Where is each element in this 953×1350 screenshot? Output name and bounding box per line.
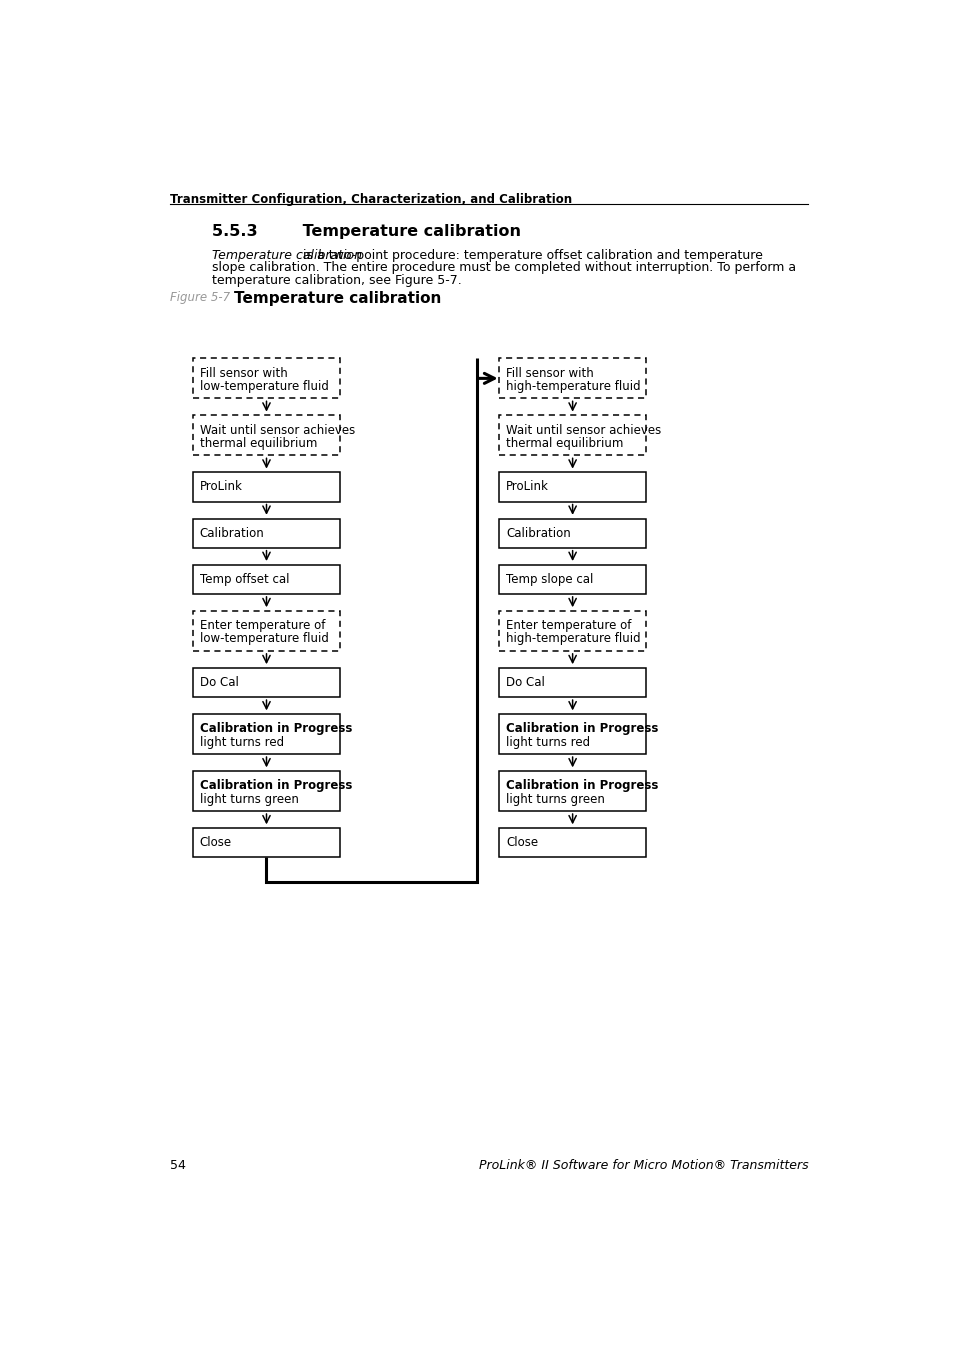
Text: light turns red: light turns red (199, 736, 284, 749)
Text: Enter temperature of: Enter temperature of (199, 620, 325, 632)
Bar (498, 612, 645, 651)
Text: Calibration in Progress: Calibration in Progress (199, 722, 352, 736)
Text: low-temperature fluid: low-temperature fluid (199, 379, 329, 393)
Text: Calibration: Calibration (199, 526, 264, 540)
Text: Fill sensor with: Fill sensor with (505, 367, 593, 379)
Bar (498, 564, 645, 594)
Bar (193, 416, 340, 455)
Bar (498, 416, 645, 455)
Text: Wait until sensor achieves: Wait until sensor achieves (505, 424, 660, 436)
Text: Transmitter Configuration, Characterization, and Calibration: Transmitter Configuration, Characterizat… (170, 193, 571, 205)
Text: high-temperature fluid: high-temperature fluid (505, 379, 639, 393)
Text: Do Cal: Do Cal (505, 676, 544, 688)
Text: Enter temperature of: Enter temperature of (505, 620, 631, 632)
Text: Calibration: Calibration (505, 526, 570, 540)
Bar (498, 668, 645, 697)
Text: slope calibration. The entire procedure must be completed without interruption. : slope calibration. The entire procedure … (212, 262, 796, 274)
Text: Do Cal: Do Cal (199, 676, 238, 688)
Bar (193, 828, 340, 857)
Text: ProLink: ProLink (199, 481, 242, 494)
Bar (193, 771, 340, 811)
Bar (498, 771, 645, 811)
Text: Calibration in Progress: Calibration in Progress (505, 722, 658, 736)
Text: 54: 54 (170, 1160, 185, 1172)
Bar (193, 472, 340, 502)
Text: ProLink® II Software for Micro Motion® Transmitters: ProLink® II Software for Micro Motion® T… (478, 1160, 807, 1172)
Bar (193, 564, 340, 594)
Text: Temp offset cal: Temp offset cal (199, 572, 289, 586)
Text: low-temperature fluid: low-temperature fluid (199, 632, 329, 645)
Text: thermal equilibrium: thermal equilibrium (199, 437, 317, 450)
Text: Close: Close (505, 836, 537, 849)
Text: Temperature calibration: Temperature calibration (233, 290, 441, 305)
Text: Fill sensor with: Fill sensor with (199, 367, 287, 379)
Bar (193, 714, 340, 755)
Bar (498, 358, 645, 398)
Text: light turns green: light turns green (505, 792, 604, 806)
Bar (193, 518, 340, 548)
Text: ProLink: ProLink (505, 481, 548, 494)
Text: Temperature calibration: Temperature calibration (212, 248, 362, 262)
Text: Close: Close (199, 836, 232, 849)
Text: temperature calibration, see Figure 5-7.: temperature calibration, see Figure 5-7. (212, 274, 461, 286)
Text: light turns red: light turns red (505, 736, 590, 749)
Bar (193, 612, 340, 651)
Text: light turns green: light turns green (199, 792, 298, 806)
Text: 5.5.3        Temperature calibration: 5.5.3 Temperature calibration (212, 224, 520, 239)
Text: thermal equilibrium: thermal equilibrium (505, 437, 622, 450)
Bar (498, 714, 645, 755)
Bar (498, 828, 645, 857)
Bar (498, 472, 645, 502)
Text: Calibration in Progress: Calibration in Progress (505, 779, 658, 792)
Text: Figure 5-7: Figure 5-7 (170, 290, 230, 304)
Bar (193, 668, 340, 697)
Text: Temp slope cal: Temp slope cal (505, 572, 593, 586)
Text: Wait until sensor achieves: Wait until sensor achieves (199, 424, 355, 436)
Text: Calibration in Progress: Calibration in Progress (199, 779, 352, 792)
Bar (193, 358, 340, 398)
Text: is a two-point procedure: temperature offset calibration and temperature: is a two-point procedure: temperature of… (298, 248, 762, 262)
Bar (498, 518, 645, 548)
Text: high-temperature fluid: high-temperature fluid (505, 632, 639, 645)
